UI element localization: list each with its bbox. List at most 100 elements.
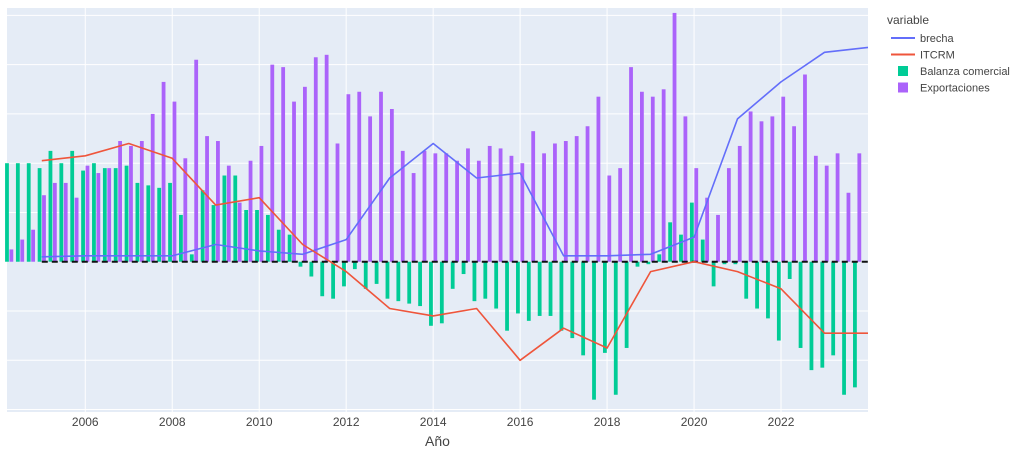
bar-exportaciones — [563, 141, 568, 262]
bar-exportaciones — [618, 168, 623, 262]
bar-exportaciones — [107, 168, 112, 262]
bar-balanza — [59, 163, 64, 262]
bar-exportaciones — [803, 74, 807, 262]
bar-balanza — [200, 190, 205, 262]
line-brecha — [41, 46, 869, 258]
bar-balanza — [602, 261, 607, 353]
legend-label-brecha: brecha — [920, 33, 955, 45]
bar-balanza — [776, 261, 781, 341]
bar-exportaciones — [368, 116, 373, 262]
bar-exportaciones — [824, 165, 829, 262]
bar-balanza — [342, 261, 346, 287]
bar-balanza — [700, 239, 705, 262]
bar-balanza — [396, 261, 401, 302]
bar-exportaciones — [650, 96, 655, 262]
bar-balanza — [439, 261, 444, 324]
bar-exportaciones — [194, 59, 199, 262]
bar-exportaciones — [226, 165, 231, 262]
bar-balanza — [276, 229, 281, 262]
bar-exportaciones — [444, 153, 449, 262]
bar-exportaciones — [292, 101, 296, 262]
bar-balanza — [537, 261, 542, 316]
bar-balanza — [559, 261, 564, 331]
bar-balanza — [124, 165, 129, 262]
bar-balanza — [613, 261, 618, 395]
bar-exportaciones — [31, 229, 36, 262]
bar-balanza — [70, 150, 75, 262]
bar-exportaciones — [846, 192, 851, 262]
plot-area — [7, 8, 868, 412]
bar-exportaciones — [172, 101, 177, 262]
bar-exportaciones — [433, 153, 438, 262]
legend-swatch-exportaciones — [898, 82, 908, 93]
bar-exportaciones — [455, 160, 459, 262]
bar-exportaciones — [335, 143, 340, 262]
line-itcrm — [41, 142, 868, 362]
bar-exportaciones — [705, 197, 710, 262]
bar-exportaciones — [683, 116, 688, 262]
bars — [5, 12, 862, 400]
bar-exportaciones — [694, 168, 699, 262]
bar-exportaciones — [248, 160, 253, 262]
x-tick-label: 2018 — [594, 415, 621, 429]
bar-balanza — [309, 261, 314, 277]
x-axis-ticks: 2006 2008 2010 2012 2014 2016 2018 2020 2022 — [72, 415, 795, 429]
bar-balanza — [113, 168, 118, 262]
bar-exportaciones — [553, 143, 557, 262]
bar-balanza — [689, 202, 694, 262]
bar-balanza — [505, 261, 509, 331]
legend-label-exportaciones: Exportaciones — [920, 83, 990, 95]
bar-balanza — [635, 261, 640, 267]
bar-exportaciones — [661, 89, 666, 262]
bar-balanza — [581, 261, 586, 356]
bar-exportaciones — [574, 136, 579, 262]
bar-balanza — [483, 261, 488, 299]
bar-exportaciones — [237, 202, 242, 262]
legend-label-balanza-comercial: Balanza comercial — [920, 66, 1010, 78]
bar-balanza — [37, 168, 42, 262]
bar-exportaciones — [737, 145, 742, 262]
x-tick-label: 2020 — [681, 415, 708, 429]
bar-exportaciones — [346, 94, 351, 262]
bar-balanza — [668, 222, 673, 262]
bar-balanza — [265, 214, 270, 262]
bar-exportaciones — [781, 96, 786, 262]
bar-balanza — [255, 210, 259, 262]
bar-balanza — [26, 163, 31, 262]
bar-exportaciones — [585, 126, 590, 262]
x-tick-label: 2022 — [768, 415, 795, 429]
bar-balanza — [853, 261, 857, 388]
bar-balanza — [711, 261, 716, 287]
bar-balanza — [385, 261, 390, 299]
bar-balanza — [374, 261, 379, 284]
bar-exportaciones — [607, 175, 612, 262]
bar-balanza — [5, 163, 9, 262]
bar-balanza — [842, 261, 846, 395]
legend-swatch-balanza-comercial — [898, 66, 908, 76]
bar-exportaciones — [259, 145, 264, 262]
x-tick-label: 2008 — [159, 415, 186, 429]
bar-balanza — [820, 261, 825, 368]
bar-balanza — [744, 261, 749, 299]
bar-exportaciones — [422, 150, 427, 262]
bar-exportaciones — [281, 67, 286, 262]
bar-exportaciones — [640, 91, 644, 262]
bar-exportaciones — [63, 182, 68, 262]
gridlines — [7, 8, 868, 412]
bar-exportaciones — [835, 153, 840, 262]
bar-balanza — [222, 175, 227, 262]
bar-balanza — [472, 261, 477, 302]
bar-exportaciones — [596, 96, 601, 262]
bar-balanza — [331, 261, 336, 299]
bar-exportaciones — [509, 155, 514, 262]
x-axis-title: Año — [425, 433, 450, 449]
bar-exportaciones — [726, 168, 731, 262]
bar-balanza — [831, 261, 836, 356]
bar-balanza — [135, 182, 140, 262]
bar-balanza — [679, 234, 683, 262]
bar-exportaciones — [476, 160, 481, 262]
bar-exportaciones — [9, 249, 14, 262]
bar-balanza — [189, 254, 194, 262]
bar-exportaciones — [672, 12, 677, 262]
